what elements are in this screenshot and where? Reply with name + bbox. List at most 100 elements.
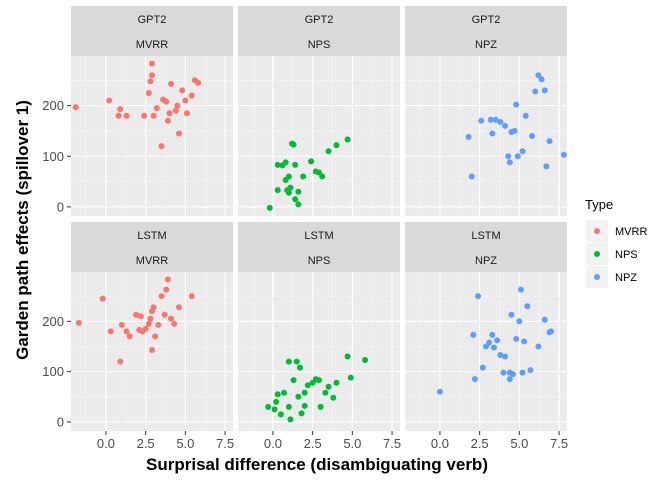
data-point <box>489 331 496 338</box>
data-point <box>292 196 299 203</box>
data-point <box>123 112 130 119</box>
data-point <box>308 158 315 165</box>
data-point <box>468 173 475 180</box>
facet-strip-label: GPT2 <box>305 14 334 26</box>
data-point <box>330 394 337 401</box>
data-point <box>142 325 149 332</box>
data-point <box>164 276 171 283</box>
data-point <box>281 389 288 396</box>
data-point <box>176 304 182 311</box>
facet-strip <box>71 222 233 272</box>
data-point <box>304 382 311 389</box>
data-point <box>287 184 294 191</box>
facet-strip-label: NPZ <box>475 255 497 267</box>
x-tick-label: 2.5 <box>304 436 322 451</box>
data-point <box>521 338 528 345</box>
facet-strip-label: NPS <box>308 39 331 51</box>
data-point <box>486 339 493 346</box>
y-tick-label: 0 <box>57 199 64 214</box>
facet-strip-label: LSTM <box>137 230 166 242</box>
facet-panel-0-0: GPT2 MVRR 0 100 200 <box>42 6 233 216</box>
x-tick-label: 0.0 <box>97 436 115 451</box>
data-point <box>188 293 195 300</box>
data-point <box>155 321 162 328</box>
data-point <box>317 403 324 410</box>
y-axis-title: Garden path effects (spillover 1) <box>13 100 32 360</box>
data-point <box>182 97 189 104</box>
data-point <box>300 173 307 180</box>
legend-key-marker <box>594 274 600 280</box>
plot-background <box>405 272 567 431</box>
data-point <box>535 343 542 350</box>
facet-panel-1-2: LSTM NPZ 0.0 2.5 5.0 7.5 <box>405 222 568 451</box>
data-point <box>274 187 281 194</box>
x-axis-title: Surprisal difference (disambiguating ver… <box>146 455 488 474</box>
facet-panels: GPT2 MVRR 0 100 200 GPT2 NPS GPT2 NPZ LSTM MVRR 0 10… <box>42 6 568 451</box>
data-point <box>492 116 499 123</box>
data-point <box>107 328 114 335</box>
data-point <box>115 112 122 119</box>
legend-label: NPZ <box>615 272 637 284</box>
data-point <box>538 76 545 83</box>
data-point <box>265 403 272 410</box>
data-point <box>126 333 133 340</box>
legend-key-marker <box>594 228 600 234</box>
data-point <box>527 367 534 374</box>
data-point <box>479 364 486 371</box>
data-point <box>319 173 326 180</box>
data-point <box>465 134 472 141</box>
data-point <box>172 107 179 114</box>
data-point <box>158 293 165 300</box>
data-point <box>316 377 322 384</box>
facet-panel-1-1: LSTM NPS 0.0 2.5 5.0 7.5 <box>238 222 401 451</box>
plot-background <box>405 56 567 216</box>
data-point <box>285 403 292 410</box>
data-point <box>487 116 494 123</box>
data-point <box>285 189 292 196</box>
legend-label: MVRR <box>615 226 647 238</box>
data-point <box>290 141 297 148</box>
x-tick-label: 2.5 <box>471 436 489 451</box>
plot-background <box>238 56 400 216</box>
data-point <box>316 169 322 176</box>
facet-strip <box>71 6 233 56</box>
data-point <box>292 161 299 168</box>
y-tick-label: 100 <box>42 364 64 379</box>
data-point <box>513 335 520 342</box>
data-point <box>490 344 497 351</box>
data-point <box>541 87 548 94</box>
data-point <box>282 159 289 166</box>
data-point <box>517 286 524 293</box>
data-point <box>301 389 308 396</box>
data-point <box>274 161 281 168</box>
data-point <box>514 153 521 160</box>
legend-label: NPS <box>615 249 638 261</box>
data-point <box>475 293 482 300</box>
data-point <box>149 72 155 79</box>
facet-strip-label: LSTM <box>471 230 500 242</box>
data-point <box>147 315 154 322</box>
data-point <box>285 358 292 365</box>
data-point <box>532 88 539 95</box>
data-point <box>117 106 124 113</box>
x-tick-label: 2.5 <box>137 436 155 451</box>
facet-strip <box>238 222 400 272</box>
data-point <box>470 331 477 338</box>
facet-panel-0-2: GPT2 NPZ <box>405 6 567 216</box>
x-tick-label: 0.0 <box>431 436 449 451</box>
data-point <box>333 379 340 386</box>
data-point <box>149 346 155 353</box>
data-point <box>516 318 523 325</box>
data-point <box>362 357 369 364</box>
data-point <box>519 369 526 376</box>
facet-strip <box>405 6 567 56</box>
data-point <box>277 411 284 418</box>
data-point <box>508 311 515 318</box>
facet-strip-label: GPT2 <box>138 14 167 26</box>
data-point <box>266 204 273 211</box>
data-point <box>271 406 278 413</box>
facet-strip-label: MVRR <box>136 255 168 267</box>
data-point <box>548 328 555 335</box>
x-tick-label: 7.5 <box>550 436 568 451</box>
data-point <box>149 60 155 67</box>
